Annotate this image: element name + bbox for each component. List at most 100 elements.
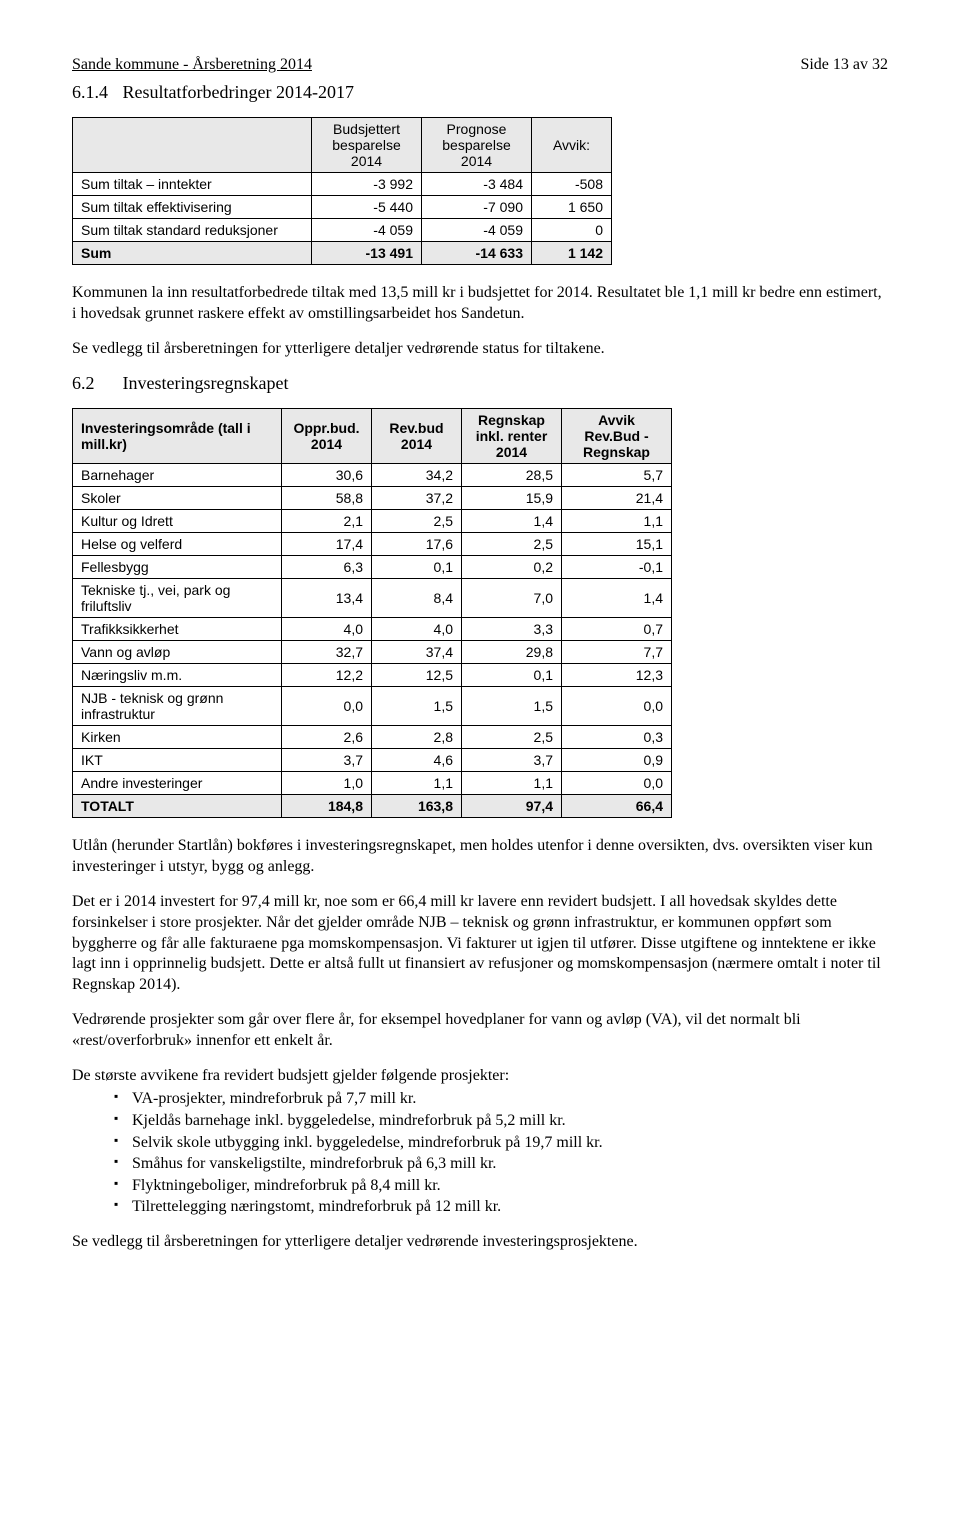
paragraph-1: Kommunen la inn resultatforbedrede tilta… [72, 283, 888, 325]
paragraph-6: De største avvikene fra revidert budsjet… [72, 1066, 888, 1087]
t1-cell: -508 [532, 173, 612, 196]
t2-cell-label: Skoler [73, 487, 282, 510]
table-row: Fellesbygg6,30,10,2-0,1 [73, 556, 672, 579]
t1-total-c1: -13 491 [312, 242, 422, 265]
t2-cell: 28,5 [462, 464, 562, 487]
t2-cell: 3,3 [462, 618, 562, 641]
table-row: Barnehager30,634,228,55,7 [73, 464, 672, 487]
t1-cell: 0 [532, 219, 612, 242]
t2-cell: 2,5 [372, 510, 462, 533]
t2-cell-label: Helse og velferd [73, 533, 282, 556]
page-header: Sande kommune - Årsberetning 2014 Side 1… [72, 56, 888, 74]
t1-cell-label: Sum tiltak – inntekter [73, 173, 312, 196]
t2-cell: 1,4 [562, 579, 672, 618]
t2-cell: 0,0 [562, 772, 672, 795]
paragraph-7: Se vedlegg til årsberetningen for ytterl… [72, 1232, 888, 1253]
t2-cell: 1,0 [282, 772, 372, 795]
t1-cell: -4 059 [312, 219, 422, 242]
t1-cell: -3 992 [312, 173, 422, 196]
section-6-1-4-number: 6.1.4 [72, 82, 118, 103]
t1-total-c3: 1 142 [532, 242, 612, 265]
table-row: Vann og avløp32,737,429,87,7 [73, 641, 672, 664]
t2-cell: 0,0 [282, 687, 372, 726]
t1-cell: -4 059 [422, 219, 532, 242]
list-item: Flyktningeboliger, mindreforbruk på 8,4 … [114, 1175, 888, 1197]
t2-cell: 29,8 [462, 641, 562, 664]
t2-cell-label: Tekniske tj., vei, park og friluftsliv [73, 579, 282, 618]
t2-cell: 1,1 [462, 772, 562, 795]
section-6-1-4-heading: 6.1.4 Resultatforbedringer 2014-2017 [72, 82, 888, 103]
t2-cell: 32,7 [282, 641, 372, 664]
t2-cell-label: NJB - teknisk og grønn infrastruktur [73, 687, 282, 726]
t2-cell: 21,4 [562, 487, 672, 510]
t2-cell: 2,8 [372, 726, 462, 749]
t2-cell: 12,3 [562, 664, 672, 687]
t2-cell-label: Kultur og Idrett [73, 510, 282, 533]
t2-cell: 4,0 [282, 618, 372, 641]
t2-total-c3: 97,4 [462, 795, 562, 818]
list-item: Tilrettelegging næringstomt, mindreforbr… [114, 1196, 888, 1218]
t2-cell: 15,9 [462, 487, 562, 510]
t2-cell: 12,2 [282, 664, 372, 687]
t2-cell: 8,4 [372, 579, 462, 618]
t2-cell-label: Trafikksikkerhet [73, 618, 282, 641]
t2-cell: 0,7 [562, 618, 672, 641]
t2-cell: 7,0 [462, 579, 562, 618]
table-row: Sum tiltak – inntekter-3 992-3 484-508 [73, 173, 612, 196]
t2-total-c4: 66,4 [562, 795, 672, 818]
t1-h-col2: Prognose besparelse 2014 [422, 118, 532, 173]
table-row: Sum tiltak standard reduksjoner-4 059-4 … [73, 219, 612, 242]
table-row: NJB - teknisk og grønn infrastruktur0,01… [73, 687, 672, 726]
t2-cell: 1,5 [462, 687, 562, 726]
table-row: Helse og velferd17,417,62,515,1 [73, 533, 672, 556]
t2-cell-label: Fellesbygg [73, 556, 282, 579]
t2-cell-label: Næringsliv m.m. [73, 664, 282, 687]
table-row: Trafikksikkerhet4,04,03,30,7 [73, 618, 672, 641]
section-6-2-heading: 6.2 Investeringsregnskapet [72, 373, 888, 394]
t2-cell: 2,6 [282, 726, 372, 749]
t2-total-c2: 163,8 [372, 795, 462, 818]
t1-cell: -7 090 [422, 196, 532, 219]
t1-h-col1: Budsjettert besparelse 2014 [312, 118, 422, 173]
table-row: Kultur og Idrett2,12,51,41,1 [73, 510, 672, 533]
t2-cell: 4,0 [372, 618, 462, 641]
list-item: Kjeldås barnehage inkl. byggeledelse, mi… [114, 1110, 888, 1132]
table-row: Sum tiltak effektivisering-5 440-7 0901 … [73, 196, 612, 219]
t1-total-label: Sum [73, 242, 312, 265]
section-6-1-4-title: Resultatforbedringer 2014-2017 [123, 82, 354, 102]
t2-cell: 1,5 [372, 687, 462, 726]
t2-cell: 1,1 [372, 772, 462, 795]
table-resultatforbedringer: Budsjettert besparelse 2014 Prognose bes… [72, 117, 612, 265]
t2-cell: 3,7 [282, 749, 372, 772]
t1-h-col3: Avvik: [532, 118, 612, 173]
paragraph-4: Det er i 2014 investert for 97,4 mill kr… [72, 892, 888, 996]
paragraph-5: Vedrørende prosjekter som går over flere… [72, 1010, 888, 1052]
t2-cell: 12,5 [372, 664, 462, 687]
t2-cell: 13,4 [282, 579, 372, 618]
t2-cell: 17,6 [372, 533, 462, 556]
t2-cell: 1,1 [562, 510, 672, 533]
t2-cell: 2,5 [462, 726, 562, 749]
t2-cell: 4,6 [372, 749, 462, 772]
t2-h-col2: Rev.bud 2014 [372, 409, 462, 464]
t2-cell: 37,2 [372, 487, 462, 510]
paragraph-2: Se vedlegg til årsberetningen for ytterl… [72, 339, 888, 360]
list-item: Selvik skole utbygging inkl. byggeledels… [114, 1132, 888, 1154]
section-6-2-title: Investeringsregnskapet [123, 373, 289, 393]
t2-cell: 34,2 [372, 464, 462, 487]
table-row: Kirken2,62,82,50,3 [73, 726, 672, 749]
t2-cell: 1,4 [462, 510, 562, 533]
table-investeringsregnskapet: Investeringsområde (tall i mill.kr) Oppr… [72, 408, 672, 818]
t2-cell: 37,4 [372, 641, 462, 664]
t2-cell-label: Vann og avløp [73, 641, 282, 664]
t1-h-label [73, 118, 312, 173]
t2-total-label: TOTALT [73, 795, 282, 818]
t2-h-col4: Avvik Rev.Bud - Regnskap [562, 409, 672, 464]
t1-cell-label: Sum tiltak effektivisering [73, 196, 312, 219]
table-row: Skoler58,837,215,921,4 [73, 487, 672, 510]
t2-cell-label: IKT [73, 749, 282, 772]
t2-total-c1: 184,8 [282, 795, 372, 818]
t2-cell: 58,8 [282, 487, 372, 510]
list-item: Småhus for vanskeligstilte, mindreforbru… [114, 1153, 888, 1175]
t2-h-col1: Oppr.bud. 2014 [282, 409, 372, 464]
